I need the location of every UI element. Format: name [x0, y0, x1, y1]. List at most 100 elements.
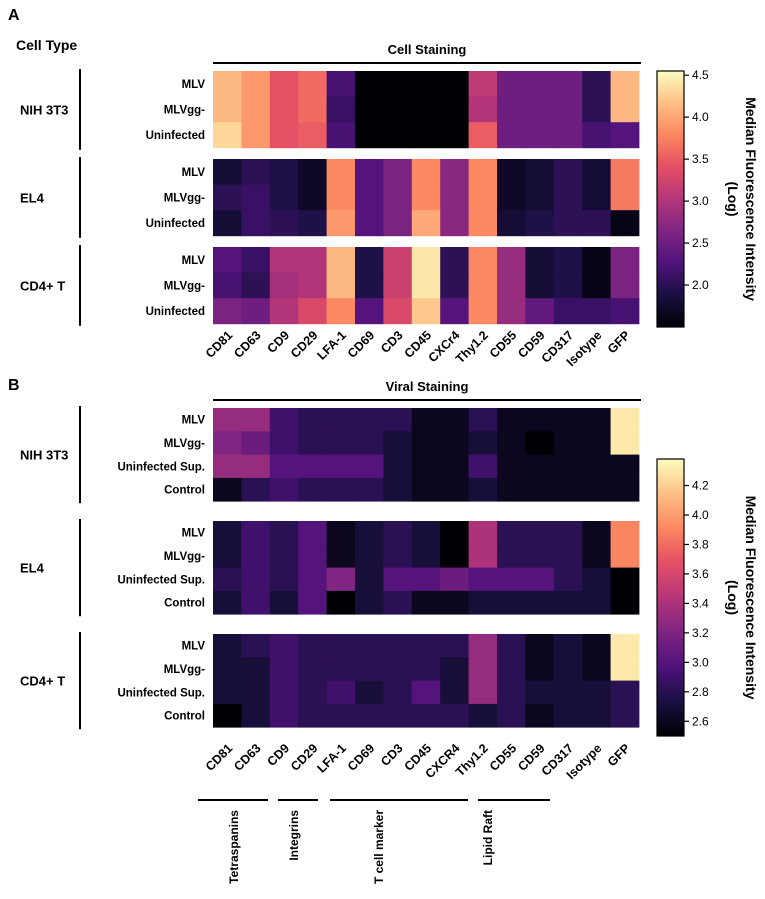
- heatmap-cell-a-2-0-2: [269, 247, 299, 273]
- heatmap-cell-b-2-2-0: [213, 680, 242, 705]
- heatmap-cell-a-1-2-3: [298, 210, 327, 237]
- colorbar-title-b-0: Median Fluorescence Intensity: [743, 496, 759, 700]
- column-label-b-10: CD55: [487, 741, 520, 774]
- heatmap-cell-a-0-1-2: [269, 96, 299, 123]
- heatmap-cell-b-1-2-11: [525, 567, 555, 592]
- heatmap-cell-b-2-1-10: [497, 657, 526, 681]
- heatmap-cell-b-0-0-12: [553, 408, 583, 432]
- heatmap-cell-b-0-2-2: [269, 454, 299, 479]
- heatmap-cell-a-1-0-10: [497, 159, 526, 185]
- heatmap-cell-a-0-1-6: [383, 96, 413, 123]
- heatmap-cell-a-0-2-3: [298, 122, 327, 149]
- heatmap-cell-a-0-0-14: [610, 71, 640, 97]
- row-label-b-0-2: Uninfected Sup.: [117, 461, 205, 473]
- heatmap-cell-a-0-0-10: [497, 71, 526, 97]
- heatmap-cell-b-0-2-5: [355, 454, 384, 479]
- heatmap-cell-b-1-2-2: [269, 567, 299, 592]
- column-label-a-9: Thy1.2: [453, 328, 491, 366]
- row-label-b-1-0: MLV: [182, 528, 206, 540]
- heatmap-cell-b-0-3-1: [241, 477, 271, 502]
- heatmap-cell-b-2-0-6: [383, 634, 413, 658]
- cell-staining-title: Cell Staining: [388, 42, 467, 57]
- group-label-tetraspanins: Tetraspanins: [227, 810, 241, 884]
- heatmap-cell-b-1-3-13: [582, 590, 611, 615]
- group-label-b-0: NIH 3T3: [20, 448, 68, 463]
- heatmap-cell-a-1-1-1: [241, 184, 271, 211]
- heatmap-cell-b-2-0-4: [326, 634, 356, 658]
- heatmap-cell-b-2-2-4: [326, 680, 356, 705]
- heatmap-cell-b-0-0-10: [497, 408, 526, 432]
- heatmap-cell-a-2-2-8: [440, 298, 469, 325]
- colorbar-b: [656, 458, 685, 737]
- heatmap-cell-a-2-0-10: [497, 247, 526, 273]
- heatmap-cell-a-2-1-4: [326, 272, 356, 299]
- heatmap-cell-b-0-1-8: [440, 431, 469, 455]
- heatmap-cell-b-2-2-1: [241, 680, 271, 705]
- heatmap-cell-a-0-1-0: [213, 96, 242, 123]
- heatmap-cell-a-2-2-1: [241, 298, 271, 325]
- row-label-b-2-0: MLV: [182, 641, 206, 653]
- heatmap-cell-b-1-3-10: [497, 590, 526, 615]
- heatmap-cell-b-2-3-7: [411, 703, 441, 728]
- heatmap-cell-b-1-0-12: [553, 521, 583, 545]
- heatmap-cell-b-0-1-12: [553, 431, 583, 455]
- heatmap-cell-b-0-2-0: [213, 454, 242, 479]
- heatmap-cell-a-2-2-11: [525, 298, 555, 325]
- heatmap-cell-b-0-3-10: [497, 477, 526, 502]
- heatmap-cell-b-2-1-12: [553, 657, 583, 681]
- heatmap-cell-b-1-1-6: [383, 544, 413, 568]
- heatmap-cell-a-2-0-12: [553, 247, 583, 273]
- heatmap-cell-b-0-1-2: [269, 431, 299, 455]
- heatmap-cell-b-1-1-4: [326, 544, 356, 568]
- colorbar-title-a-1: (Log): [725, 182, 741, 217]
- colorbar-tick-label-b-1: 4.0: [692, 508, 709, 522]
- heatmap-cell-b-2-0-3: [298, 634, 327, 658]
- heatmap-cell-a-0-2-8: [440, 122, 469, 149]
- heatmap-cell-b-1-1-1: [241, 544, 271, 568]
- row-label-a-2-1: MLVgg-: [164, 280, 205, 292]
- column-label-a-10: CD55: [487, 328, 520, 361]
- heatmap-cell-a-1-2-13: [582, 210, 611, 237]
- colorbar-title-b-1: (Log): [725, 580, 741, 615]
- heatmap-cell-b-1-0-6: [383, 521, 413, 545]
- heatmap-cell-b-2-2-13: [582, 680, 611, 705]
- heatmap-cell-a-1-0-2: [269, 159, 299, 185]
- heatmap-cell-b-2-0-8: [440, 634, 469, 658]
- heatmap-cell-a-0-0-6: [383, 71, 413, 97]
- colorbar-tick-label-b-8: 2.6: [692, 714, 709, 728]
- column-label-b-5: CD69: [345, 741, 378, 774]
- heatmap-cell-b-2-1-8: [440, 657, 469, 681]
- heatmap-cell-b-1-3-9: [468, 590, 498, 615]
- heatmap-cell-b-2-0-5: [355, 634, 384, 658]
- colorbar-tick-label-b-0: 4.2: [692, 479, 709, 493]
- heatmap-cell-b-2-1-0: [213, 657, 242, 681]
- row-label-a-0-2: Uninfected: [146, 130, 205, 142]
- heatmap-cell-a-2-0-13: [582, 247, 611, 273]
- heatmap-cell-a-2-1-8: [440, 272, 469, 299]
- heatmap-cell-a-1-2-10: [497, 210, 526, 237]
- heatmap-cell-b-2-0-12: [553, 634, 583, 658]
- heatmap-cell-b-1-1-7: [411, 544, 441, 568]
- heatmap-cell-b-1-2-14: [610, 567, 640, 592]
- heatmap-cell-b-1-2-13: [582, 567, 611, 592]
- heatmap-cell-b-2-3-5: [355, 703, 384, 728]
- heatmap-cell-b-1-0-9: [468, 521, 498, 545]
- heatmap-cell-b-2-2-3: [298, 680, 327, 705]
- heatmap-cell-a-0-1-1: [241, 96, 271, 123]
- heatmap-cell-a-0-0-0: [213, 71, 242, 97]
- heatmap-cell-b-0-2-13: [582, 454, 611, 479]
- heatmap-cell-b-2-1-4: [326, 657, 356, 681]
- heatmap-cell-b-1-2-0: [213, 567, 242, 592]
- column-label-b-14: GFP: [605, 741, 633, 769]
- heatmap-cell-b-2-3-3: [298, 703, 327, 728]
- heatmap-cell-b-0-1-6: [383, 431, 413, 455]
- heatmap-cell-b-2-1-7: [411, 657, 441, 681]
- heatmap-cell-b-1-1-5: [355, 544, 384, 568]
- heatmap-cell-a-1-2-1: [241, 210, 271, 237]
- row-label-a-2-0: MLV: [182, 255, 206, 267]
- heatmap-cell-a-0-0-3: [298, 71, 327, 97]
- heatmap-cell-a-1-0-8: [440, 159, 469, 185]
- heatmap-cell-b-2-1-2: [269, 657, 299, 681]
- heatmap-cell-a-2-0-4: [326, 247, 356, 273]
- heatmap-cell-b-2-0-11: [525, 634, 555, 658]
